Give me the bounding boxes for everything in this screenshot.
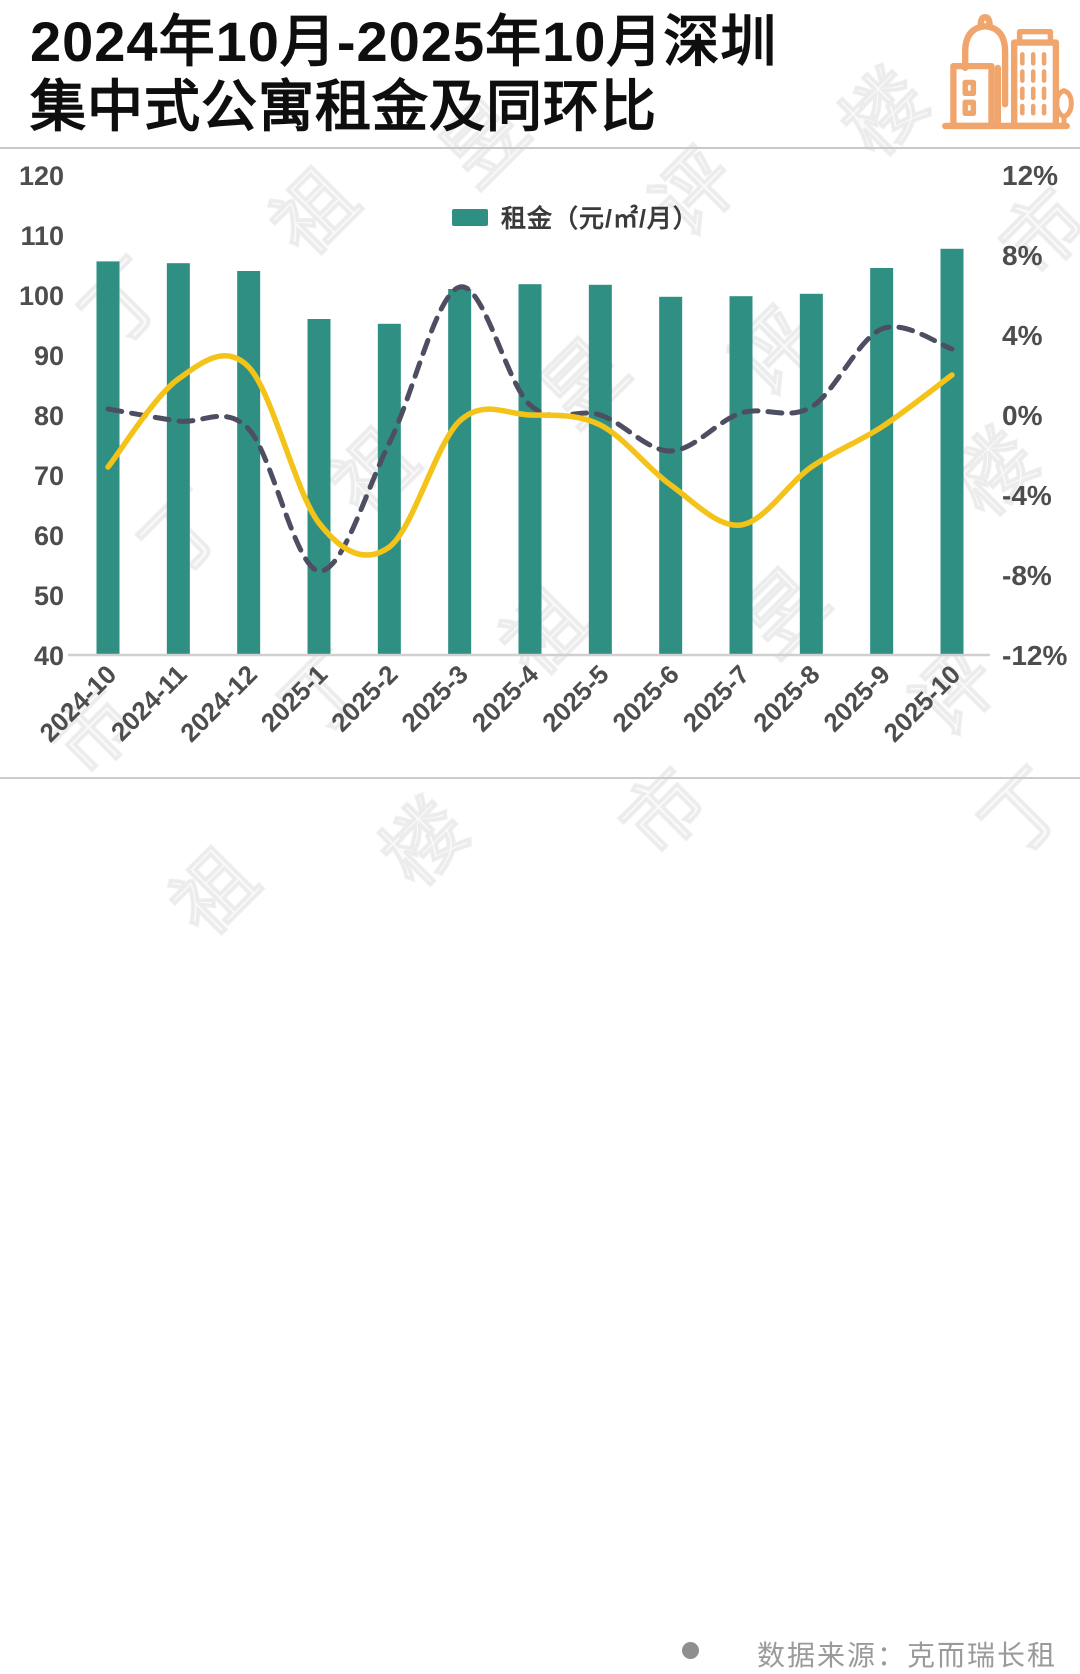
y-axis-tick-left-80: 80 <box>34 401 64 431</box>
rent-bar-2025-9 <box>870 268 894 655</box>
rent-bar-2025-4 <box>518 284 542 655</box>
page-root: { "title": { "line1": "2024年10月-2025年10月… <box>0 10 1080 1671</box>
y-axis-tick-left-60: 60 <box>34 521 64 551</box>
rent-bar-2024-11 <box>166 263 190 655</box>
y-axis-tick-right-0%: 0% <box>1002 400 1043 431</box>
legend-rent-swatch <box>452 208 488 226</box>
y-axis-tick-right-4%: 4% <box>1002 320 1043 351</box>
x-axis-label-2024-11: 2024-11 <box>105 659 193 747</box>
rent-chart: 120 110 100 90 80 70 60 50 40 12% 8% 4% 0% -4% -8% -12%… <box>19 160 1068 748</box>
y-axis-tick-right--12%: -12% <box>1002 640 1067 671</box>
x-axis-label-2025-10: 2025-10 <box>878 659 967 748</box>
y-axis-tick-left-70: 70 <box>34 461 64 491</box>
source-text: 数据来源：克而瑞长租 <box>757 1640 1058 1671</box>
legend-rent-label: 租金（元/㎡/月） <box>501 205 699 233</box>
x-axis-label-2025-1: 2025-1 <box>255 659 333 737</box>
x-axis-label-2025-8: 2025-8 <box>747 659 825 737</box>
x-axis-label-2025-6: 2025-6 <box>606 659 684 737</box>
buildings-icon <box>942 13 1074 130</box>
y-axis-tick-left-90: 90 <box>34 341 64 371</box>
x-axis-label-2025-5: 2025-5 <box>536 659 614 737</box>
page-title-line1: 2024年10月-2025年10月深圳 <box>30 10 778 73</box>
rent-bar-2025-2 <box>377 323 401 655</box>
x-axis-label-2025-3: 2025-3 <box>395 659 473 737</box>
page-title-line2: 集中式公寓租金及同环比 <box>30 74 657 138</box>
y-axis-tick-right-8%: 8% <box>1002 240 1043 271</box>
y-axis-tick-left-120: 120 <box>19 161 64 191</box>
y-axis-tick-right-12%: 12% <box>1002 160 1058 191</box>
x-axis-label-2024-12: 2024-12 <box>174 659 263 748</box>
x-axis-label-2025-2: 2025-2 <box>325 659 403 737</box>
page-title: 2024年10月-2025年10月深圳 集中式公寓租金及同环比 <box>30 10 930 140</box>
y-axis-tick-left-50: 50 <box>34 581 64 611</box>
x-axis-label-2024-10: 2024-10 <box>34 659 123 748</box>
header-divider <box>0 147 1080 149</box>
rent-bar-2024-10 <box>96 261 120 655</box>
x-axis-label-2025-4: 2025-4 <box>466 659 545 738</box>
mom-line <box>105 284 955 574</box>
footer-divider <box>0 777 1080 779</box>
y-axis-tick-left-110: 110 <box>20 221 64 251</box>
rent-bar-2025-10 <box>940 248 964 656</box>
y-axis-tick-left-40: 40 <box>34 641 64 671</box>
rent-bar-2025-7 <box>729 296 753 655</box>
y-axis-tick-right--8%: -8% <box>1002 560 1052 591</box>
y-axis-tick-right--4%: -4% <box>1002 480 1052 511</box>
x-axis-label-2025-7: 2025-7 <box>677 659 755 737</box>
yoy-line <box>105 353 955 558</box>
rent-bar-2024-12 <box>237 271 261 655</box>
source-bullet-icon <box>682 1642 699 1659</box>
rent-bar-2025-6 <box>659 296 683 655</box>
rent-bar-2025-1 <box>307 319 331 655</box>
rent-bar-2025-8 <box>799 293 823 655</box>
legend: 租金（元/㎡/月） <box>452 199 699 235</box>
footer: 数据来源：克而瑞长租 <box>0 815 1080 1671</box>
y-axis-tick-left-100: 100 <box>19 281 64 311</box>
rent-bar-2025-5 <box>588 284 612 655</box>
rent-bar-2025-3 <box>448 289 472 655</box>
